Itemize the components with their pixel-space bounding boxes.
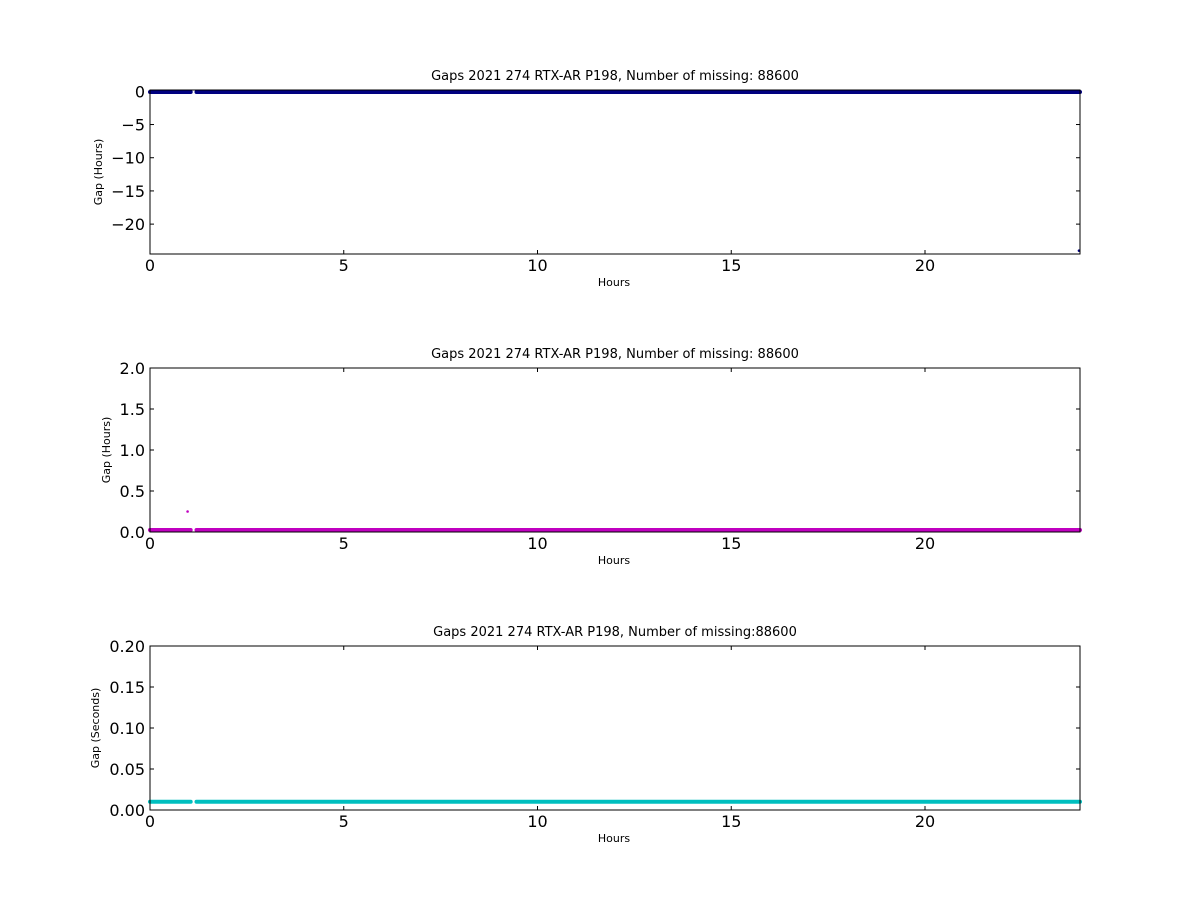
panel-3-xlabel: Hours bbox=[598, 832, 630, 845]
panel-2-plot-area: 0 5 10 15 20 0.0 0.5 1.0 1.5 2.0 bbox=[120, 359, 1082, 553]
panel-3-xtick-label: 0 bbox=[145, 812, 155, 831]
panel-2-ytick-label: 1.5 bbox=[120, 400, 145, 419]
panel-1-title: Gaps 2021 274 RTX-AR P198, Number of mis… bbox=[431, 69, 799, 84]
panel-2-xtick-label: 10 bbox=[527, 534, 547, 553]
panel-1-xtick-label: 15 bbox=[721, 256, 741, 275]
panel-1-xtick-label: 10 bbox=[527, 256, 547, 275]
panel-2-xlabel: Hours bbox=[598, 554, 630, 567]
panel-1-ytick-label: 0 bbox=[135, 82, 145, 101]
panel-2-data-point bbox=[186, 510, 189, 513]
panel-1-xtick-label: 20 bbox=[915, 256, 935, 275]
panel-1-ytick-label: −10 bbox=[111, 149, 145, 168]
panel-3-xtick-label: 15 bbox=[721, 812, 741, 831]
panel-2-ytick-label: 0.0 bbox=[120, 523, 145, 542]
panel-1-xlabel: Hours bbox=[598, 276, 630, 289]
panel-3-ytick-label: 0.20 bbox=[109, 637, 145, 656]
panel-2-xtick-label: 5 bbox=[339, 534, 349, 553]
panel-2-xtick-label: 15 bbox=[721, 534, 741, 553]
panel-2-ylabel: Gap (Hours) bbox=[100, 417, 113, 484]
panel-3-ylabel: Gap (Seconds) bbox=[89, 688, 102, 769]
panel-1-ytick-label: −15 bbox=[111, 182, 145, 201]
panel-2-ytick-label: 1.0 bbox=[120, 441, 145, 460]
panel-3-plot-area: 0 5 10 15 20 0.00 0.05 0.10 0.15 0.20 bbox=[109, 637, 1082, 831]
panel-3-xtick-label: 20 bbox=[915, 812, 935, 831]
panel-1-xtick-label: 5 bbox=[339, 256, 349, 275]
panel-1-frame bbox=[149, 89, 1081, 255]
panel-3-ytick-label: 0.10 bbox=[109, 719, 145, 738]
panel-3-ytick-label: 0.15 bbox=[109, 678, 145, 697]
panel-3-title: Gaps 2021 274 RTX-AR P198, Number of mis… bbox=[433, 625, 797, 640]
panel-1-xtick-label: 0 bbox=[145, 256, 155, 275]
panel-2: Gaps 2021 274 RTX-AR P198, Number of mis… bbox=[100, 347, 1082, 567]
panel-1-plot-area: 0 5 10 15 20 0 −5 −10 −15 −20 bbox=[111, 82, 1082, 275]
panel-3: Gaps 2021 274 RTX-AR P198, Number of mis… bbox=[89, 625, 1082, 845]
panel-1-ytick-label: −20 bbox=[111, 215, 145, 234]
panel-2-ytick-label: 0.5 bbox=[120, 482, 145, 501]
panel-2-xtick-label: 20 bbox=[915, 534, 935, 553]
panel-2-title: Gaps 2021 274 RTX-AR P198, Number of mis… bbox=[431, 347, 799, 362]
panel-3-xtick-label: 10 bbox=[527, 812, 547, 831]
panel-2-xtick-label: 0 bbox=[145, 534, 155, 553]
panel-1-ytick-label: −5 bbox=[121, 116, 145, 135]
panel-3-ytick-label: 0.05 bbox=[109, 760, 145, 779]
panel-3-xtick-label: 5 bbox=[339, 812, 349, 831]
panel-3-frame bbox=[149, 645, 1081, 811]
panel-2-ytick-label: 2.0 bbox=[120, 359, 145, 378]
panel-1-ylabel: Gap (Hours) bbox=[92, 139, 105, 206]
panel-3-ytick-label: 0.00 bbox=[109, 801, 145, 820]
panel-2-frame bbox=[149, 367, 1081, 533]
panel-1: Gaps 2021 274 RTX-AR P198, Number of mis… bbox=[92, 69, 1082, 289]
